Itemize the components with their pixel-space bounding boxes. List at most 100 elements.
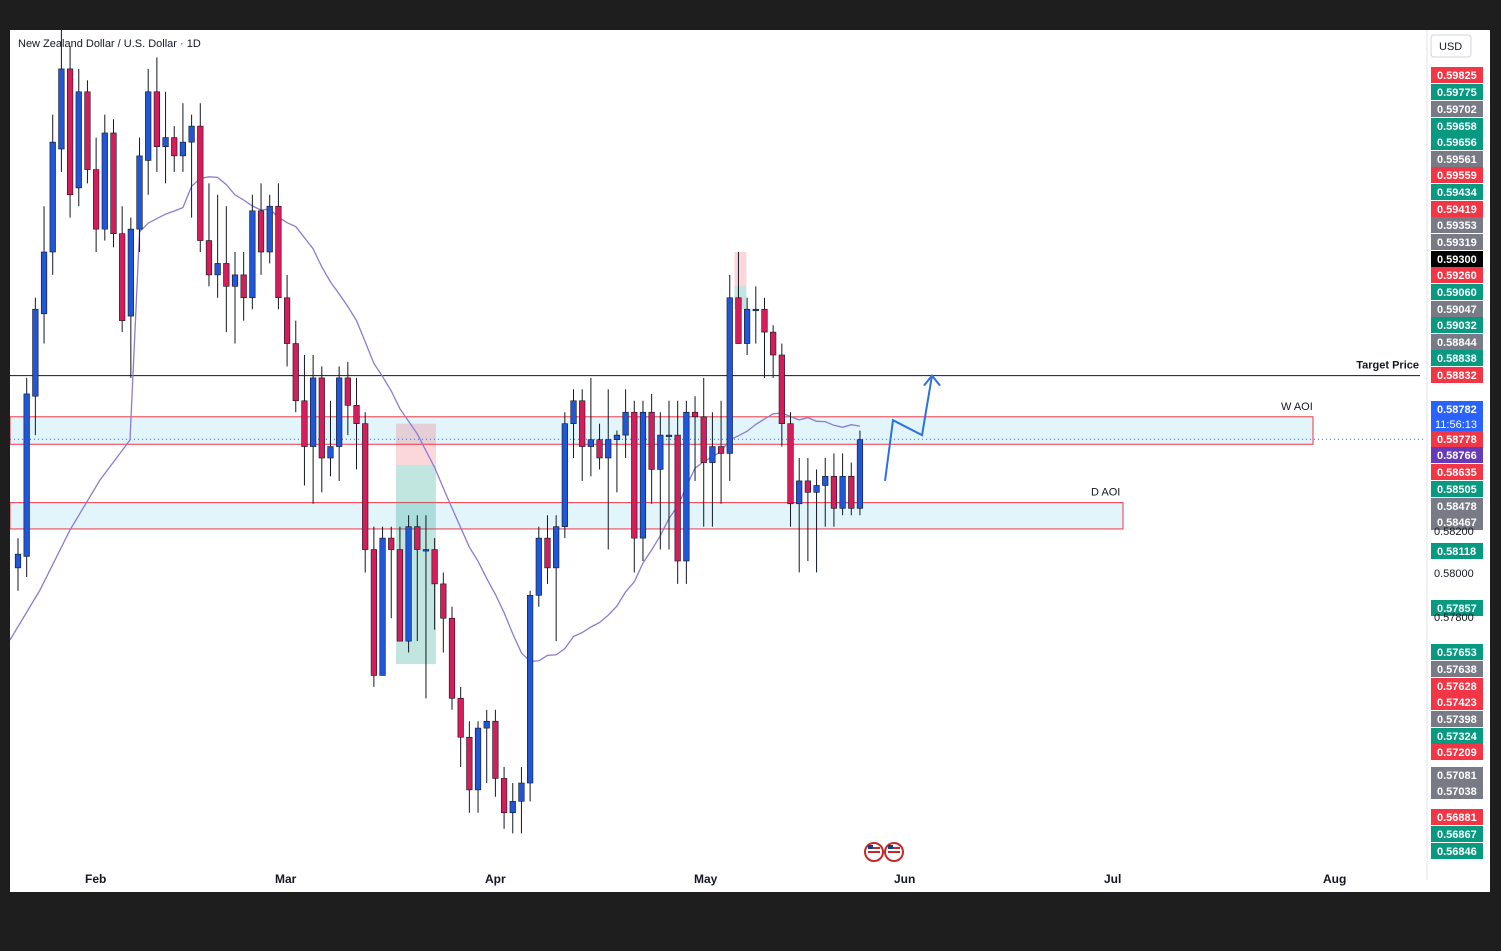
- price-tag-value: 0.56881: [1437, 812, 1477, 824]
- arrow-head: [923, 373, 941, 387]
- candle-body: [474, 727, 482, 791]
- price-tag: [1431, 234, 1483, 250]
- price-tag: [1431, 284, 1483, 300]
- candle-body: [822, 476, 829, 486]
- candle-body: [587, 439, 594, 447]
- candle: [596, 423, 603, 470]
- candle: [422, 515, 430, 699]
- price-tag-value: 0.57038: [1437, 786, 1477, 798]
- candle-body: [292, 343, 299, 402]
- candle-body: [257, 210, 265, 253]
- candle: [726, 274, 733, 481]
- candle-body: [674, 434, 681, 562]
- candle-body: [796, 480, 803, 505]
- candle-body: [596, 439, 603, 459]
- price-tag-value: 0.57638: [1437, 664, 1477, 676]
- currency-label: USD: [1439, 41, 1462, 53]
- price-tag: [1431, 118, 1483, 134]
- candle: [492, 709, 499, 797]
- candle: [179, 103, 187, 172]
- candle-body: [848, 476, 855, 509]
- price-chart[interactable]: W AOI D AOI Target Price New Zealand Dollar…: [10, 30, 1490, 892]
- price-tag-value: 0.59300: [1437, 254, 1477, 266]
- price-tag-value: 0.59260: [1437, 270, 1477, 282]
- candle: [778, 343, 785, 447]
- candle: [448, 606, 456, 710]
- candle: [848, 462, 855, 516]
- price-tag: [1431, 251, 1483, 267]
- flag-canton: [888, 845, 893, 849]
- candle-body: [500, 778, 508, 814]
- time-axis-label: Jul: [1104, 872, 1121, 886]
- currency-button: [1430, 34, 1472, 58]
- candle-body: [301, 400, 308, 447]
- candle-body: [93, 169, 100, 230]
- candle-body: [700, 416, 707, 463]
- price-tag: [1431, 151, 1483, 167]
- price-tag-value: 0.59561: [1437, 154, 1477, 166]
- candle: [353, 377, 360, 470]
- candle-body: [787, 423, 794, 505]
- candle: [631, 400, 638, 573]
- candle-body: [535, 537, 542, 596]
- candles: [14, 30, 864, 834]
- price-tag: [1431, 711, 1483, 727]
- candle-body: [75, 91, 82, 189]
- candle-body: [162, 137, 169, 148]
- candle: [49, 114, 56, 275]
- candle-body: [388, 537, 395, 550]
- candle: [691, 396, 699, 481]
- price-tag: [1431, 826, 1483, 842]
- price-tag: [1431, 101, 1483, 117]
- price-axis-label: 0.58000: [1434, 568, 1474, 580]
- chart-panel[interactable]: W AOI D AOI Target Price New Zealand Dollar…: [10, 30, 1490, 892]
- reference-lines: [10, 375, 1425, 440]
- candle: [761, 297, 768, 378]
- candle-body: [492, 720, 499, 779]
- price-tag: [1431, 514, 1483, 530]
- candle: [735, 252, 742, 344]
- candle: [665, 400, 673, 550]
- candle-body: [856, 439, 864, 509]
- candle-body: [275, 205, 282, 299]
- price-tag-value: 0.58778: [1437, 434, 1477, 446]
- candle: [188, 114, 195, 218]
- candle-body: [665, 434, 673, 437]
- candle-body: [119, 233, 126, 321]
- candle: [127, 217, 134, 378]
- price-tag-value: 0.58635: [1437, 467, 1477, 479]
- price-tag: [1431, 67, 1483, 83]
- candle-body: [58, 68, 65, 150]
- price-tag: [1431, 600, 1483, 616]
- price-tag: [1431, 498, 1483, 514]
- price-tag: [1431, 843, 1483, 859]
- price-axis-label: 0.57800: [1434, 612, 1474, 624]
- candle-body: [14, 553, 22, 569]
- candle-body: [171, 137, 178, 157]
- candle: [657, 412, 664, 550]
- price-tag: [1431, 481, 1483, 497]
- candle-body: [544, 537, 551, 569]
- candle: [257, 183, 265, 275]
- candle-body: [570, 400, 577, 424]
- time-axis-label: Feb: [85, 872, 106, 886]
- price-tag-value: 0.59658: [1437, 121, 1477, 133]
- price-tag-value: 0.58838: [1437, 353, 1477, 365]
- candle-body: [32, 308, 39, 397]
- price-tag: [1431, 767, 1483, 783]
- candle-body: [839, 476, 846, 509]
- price-tag-value: 0.59559: [1437, 170, 1477, 182]
- candle: [787, 412, 794, 527]
- candle: [283, 274, 291, 367]
- price-tag-value: 0.57324: [1437, 731, 1478, 743]
- candle: [544, 515, 551, 584]
- price-tag-value: 0.59702: [1437, 104, 1477, 116]
- candle: [327, 400, 334, 477]
- candle: [752, 286, 759, 344]
- candle: [431, 538, 438, 630]
- price-tag-value: 0.59775: [1437, 87, 1477, 99]
- candle-body: [422, 549, 430, 552]
- candle-body: [414, 526, 421, 550]
- candle: [344, 361, 351, 436]
- candle: [813, 469, 820, 573]
